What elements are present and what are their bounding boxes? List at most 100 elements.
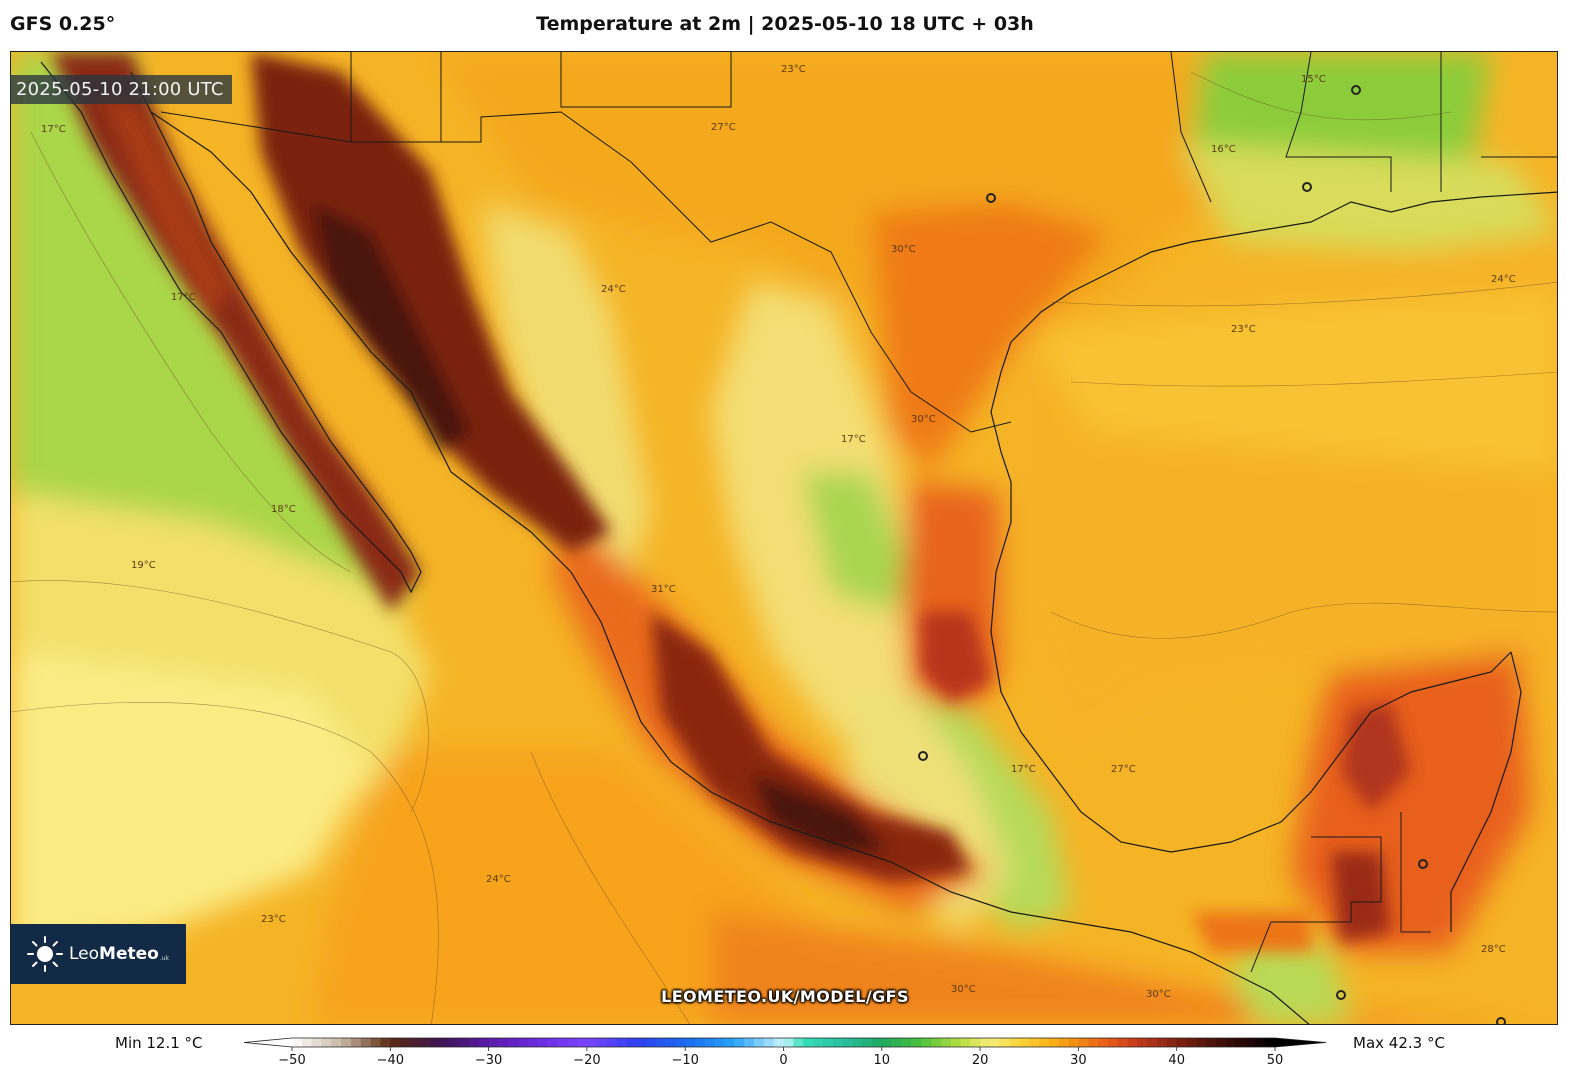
svg-text:28°C: 28°C bbox=[1481, 944, 1506, 955]
color-scale-cell bbox=[695, 1038, 706, 1047]
site-watermark: LEOMETEO.UK/MODEL/GFS bbox=[661, 987, 909, 1006]
color-scale-cell bbox=[950, 1038, 961, 1047]
color-scale-cell bbox=[852, 1038, 863, 1047]
color-scale-cell bbox=[1039, 1038, 1050, 1047]
color-scale-cell bbox=[822, 1038, 834, 1047]
sun-icon bbox=[27, 936, 63, 972]
color-scale-cell bbox=[449, 1038, 460, 1047]
color-scale-cell bbox=[1186, 1038, 1197, 1047]
color-scale-cell bbox=[930, 1038, 942, 1047]
color-scale-cell bbox=[763, 1038, 775, 1047]
color-scale-cell bbox=[557, 1038, 568, 1047]
forecast-timestamp: 2025-05-10 21:00 UTC bbox=[10, 75, 232, 104]
city-markers bbox=[918, 85, 1506, 1024]
color-scale-tick-label: 30 bbox=[1070, 1053, 1087, 1068]
city-marker-belize bbox=[1418, 859, 1428, 869]
color-scale-cell bbox=[783, 1038, 794, 1047]
color-scale-cell bbox=[1225, 1038, 1237, 1047]
color-scale-cell bbox=[921, 1038, 932, 1047]
tamaulipas-hot bbox=[921, 612, 991, 702]
color-scale-cell bbox=[989, 1038, 1001, 1047]
color-scale-cell bbox=[311, 1038, 322, 1047]
guatemala-highlands bbox=[1231, 932, 1351, 1024]
isotherm-labels: 17°C 17°C 18°C 19°C 23°C 24°C 30°C 30°C … bbox=[41, 64, 1516, 1000]
color-scale-cell bbox=[793, 1038, 804, 1047]
color-scale-cell bbox=[960, 1038, 971, 1047]
color-scale-cell bbox=[1088, 1038, 1099, 1047]
gulf-north bbox=[1031, 292, 1557, 472]
logo-wordmark: LeoMeteo bbox=[69, 944, 159, 964]
svg-text:30°C: 30°C bbox=[951, 984, 976, 995]
color-scale-cell bbox=[596, 1038, 607, 1047]
color-scale-cells bbox=[244, 1038, 1326, 1047]
political-borders bbox=[160, 52, 1557, 973]
color-scale-cell bbox=[400, 1038, 411, 1047]
color-scale-cell bbox=[970, 1038, 981, 1047]
color-scale-cell bbox=[891, 1038, 902, 1047]
color-scale-cell bbox=[1245, 1038, 1256, 1047]
color-scale-cell bbox=[606, 1038, 617, 1047]
color-scale-cell bbox=[468, 1038, 480, 1047]
color-scale-tick-label: 50 bbox=[1267, 1053, 1284, 1068]
color-scale-cell bbox=[350, 1038, 362, 1047]
map-title: Temperature at 2m | 2025-05-10 18 UTC + … bbox=[536, 13, 1034, 35]
sonora-hottest bbox=[311, 202, 471, 452]
color-scale-cell bbox=[1048, 1038, 1060, 1047]
color-scale-cell bbox=[321, 1038, 332, 1047]
color-scale-cell bbox=[1255, 1038, 1266, 1047]
color-scale-cell bbox=[881, 1038, 893, 1047]
svg-text:27°C: 27°C bbox=[711, 122, 736, 133]
tabasco-warm bbox=[1191, 912, 1311, 952]
svg-text:16°C: 16°C bbox=[1211, 144, 1236, 155]
city-marker-jackson bbox=[1351, 85, 1361, 95]
color-scale-tick-label: 0 bbox=[779, 1053, 787, 1068]
city-marker-san-salvador bbox=[1496, 1017, 1506, 1024]
color-scale-cell bbox=[488, 1038, 499, 1047]
color-scale-cell bbox=[1265, 1038, 1276, 1047]
svg-text:23°C: 23°C bbox=[261, 914, 286, 925]
color-scale-cell bbox=[871, 1038, 883, 1047]
color-scale-cell bbox=[1196, 1038, 1207, 1047]
color-scale-cell bbox=[1216, 1038, 1227, 1047]
svg-text:15°C: 15°C bbox=[1301, 74, 1326, 85]
color-scale-cell bbox=[714, 1038, 725, 1047]
color-scale-cell bbox=[518, 1038, 529, 1047]
color-scale-cell bbox=[1147, 1038, 1158, 1047]
color-scale-cell bbox=[734, 1038, 745, 1047]
model-title: GFS 0.25° bbox=[10, 13, 116, 35]
color-scale-cell bbox=[645, 1038, 657, 1047]
color-scale-cell bbox=[773, 1038, 784, 1047]
color-scale-cell bbox=[1127, 1038, 1138, 1047]
temperature-map[interactable]: 17°C 17°C 18°C 19°C 23°C 24°C 30°C 30°C … bbox=[10, 51, 1558, 1025]
color-scale-cell bbox=[1058, 1038, 1069, 1047]
city-marker-san-antonio bbox=[986, 193, 996, 203]
color-scale-cell bbox=[508, 1038, 519, 1047]
color-scale-cell bbox=[980, 1038, 991, 1047]
color-scale-cell bbox=[301, 1038, 313, 1047]
color-scale-cell bbox=[478, 1038, 489, 1047]
color-scale-cell bbox=[1029, 1038, 1040, 1047]
color-scale-cell bbox=[911, 1038, 922, 1047]
color-scale-cell bbox=[527, 1038, 539, 1047]
color-scale-tick-label: −40 bbox=[377, 1053, 404, 1068]
color-scale-cell bbox=[567, 1038, 578, 1047]
color-scale-cell bbox=[754, 1038, 765, 1047]
svg-text:17°C: 17°C bbox=[1011, 764, 1036, 775]
svg-text:31°C: 31°C bbox=[651, 584, 676, 595]
color-scale-cell bbox=[1107, 1038, 1119, 1047]
color-scale-cell bbox=[370, 1038, 381, 1047]
color-scale-cell bbox=[498, 1038, 509, 1047]
color-scale-cell bbox=[744, 1038, 755, 1047]
color-scale-min-extension bbox=[244, 1038, 292, 1047]
svg-text:17°C: 17°C bbox=[171, 292, 196, 303]
color-scale-cell bbox=[862, 1038, 873, 1047]
color-scale-cell bbox=[901, 1038, 912, 1047]
coastlines bbox=[40, 61, 1557, 1024]
color-scale-cell bbox=[803, 1038, 814, 1047]
pacific-yellow-zone bbox=[11, 652, 371, 952]
color-scale-cell bbox=[586, 1038, 598, 1047]
sierra-occidental bbox=[481, 202, 651, 572]
color-scale-cell bbox=[331, 1038, 342, 1047]
color-scale-cell bbox=[1068, 1038, 1079, 1047]
color-scale-cell bbox=[675, 1038, 686, 1047]
